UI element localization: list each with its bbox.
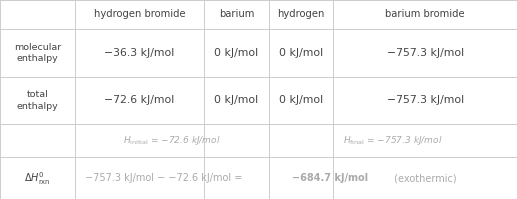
Text: barium bromide: barium bromide [385,9,465,20]
Text: 0 kJ/mol: 0 kJ/mol [279,96,323,105]
Text: (exothermic): (exothermic) [391,173,457,183]
Text: −684.7 kJ/mol: −684.7 kJ/mol [293,173,369,183]
Text: $\Delta H^0_\mathrm{rxn}$: $\Delta H^0_\mathrm{rxn}$ [24,170,51,186]
Text: barium: barium [219,9,254,20]
Text: total
enthalpy: total enthalpy [17,90,58,111]
Text: $H_\mathrm{final}$ = −757.3 kJ/mol: $H_\mathrm{final}$ = −757.3 kJ/mol [343,134,443,147]
Text: hydrogen: hydrogen [278,9,325,20]
Text: −36.3 kJ/mol: −36.3 kJ/mol [104,48,175,58]
Text: −757.3 kJ/mol − −72.6 kJ/mol =: −757.3 kJ/mol − −72.6 kJ/mol = [85,173,246,183]
Text: 0 kJ/mol: 0 kJ/mol [215,48,258,58]
Text: $H_\mathrm{initial}$ = −72.6 kJ/mol: $H_\mathrm{initial}$ = −72.6 kJ/mol [123,134,221,147]
Text: 0 kJ/mol: 0 kJ/mol [215,96,258,105]
Text: hydrogen bromide: hydrogen bromide [94,9,186,20]
Text: −757.3 kJ/mol: −757.3 kJ/mol [387,48,464,58]
Text: 0 kJ/mol: 0 kJ/mol [279,48,323,58]
Text: molecular
enthalpy: molecular enthalpy [14,43,61,63]
Text: −757.3 kJ/mol: −757.3 kJ/mol [387,96,464,105]
Text: −72.6 kJ/mol: −72.6 kJ/mol [104,96,175,105]
